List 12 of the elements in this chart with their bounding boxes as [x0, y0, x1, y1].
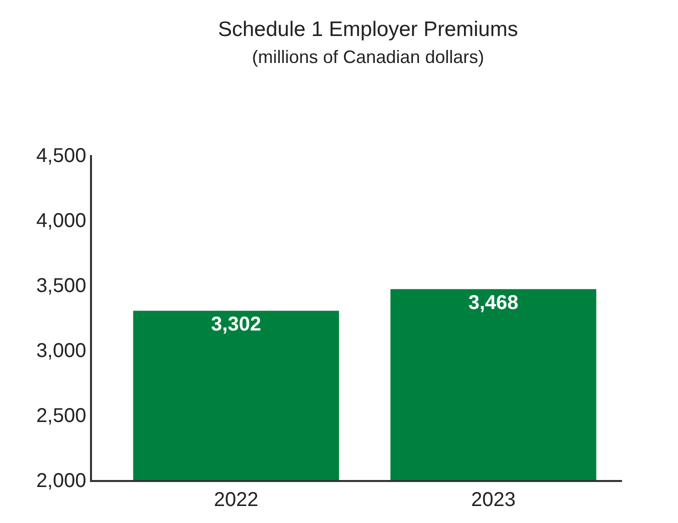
y-tick-label: 3,500 [36, 275, 86, 297]
chart-title: Schedule 1 Employer Premiums [218, 18, 518, 41]
y-tick-label: 4,000 [36, 210, 86, 232]
y-tick-label: 2,000 [36, 470, 86, 492]
y-tick-label: 4,500 [36, 145, 86, 167]
x-tick-label: 2023 [471, 488, 516, 511]
chart-subtitle: (millions of Canadian dollars) [252, 47, 484, 67]
x-tick-label: 2022 [214, 488, 258, 511]
data-label: 3,302 [211, 314, 262, 336]
y-tick-label: 2,500 [36, 405, 86, 427]
data-label: 3,468 [468, 292, 518, 314]
y-tick-label: 3,000 [36, 340, 86, 362]
